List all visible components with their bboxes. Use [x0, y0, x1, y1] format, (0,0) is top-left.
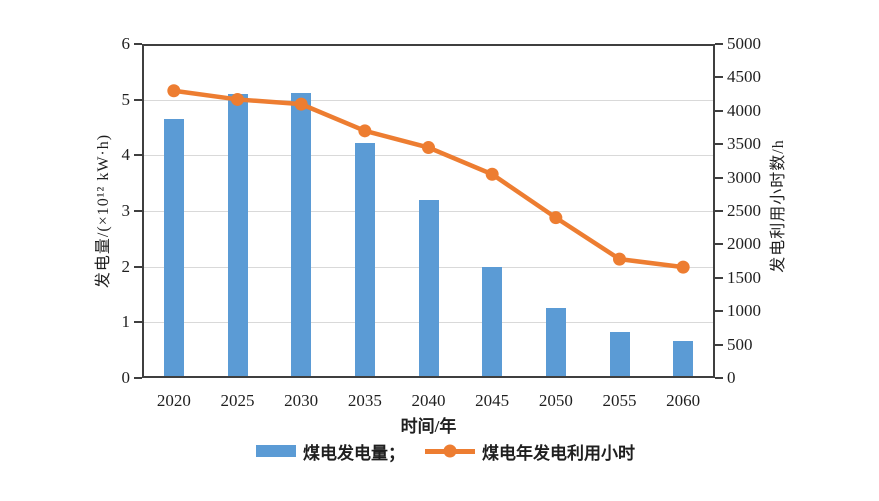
right-axis-tick — [715, 276, 723, 279]
right-axis-tick-label: 4000 — [727, 100, 761, 120]
line-marker-icon — [676, 260, 690, 274]
line-path — [173, 88, 684, 270]
line-marker-icon — [485, 167, 499, 181]
right-axis-tick-label: 3000 — [727, 167, 761, 187]
left-axis-tick — [134, 98, 142, 101]
x-axis-tick-label: 2045 — [475, 391, 510, 410]
right-axis-tick-label: 1500 — [727, 267, 761, 287]
x-axis-tick-label: 2060 — [666, 391, 701, 410]
left-axis-tick-label: 4 — [121, 145, 131, 165]
left-axis-tick-label: 0 — [121, 368, 131, 387]
x-axis-title: 时间/年 — [400, 417, 457, 436]
right-axis-tick-label: 0 — [727, 368, 736, 387]
bar — [545, 307, 566, 378]
legend-line-marker-icon — [425, 444, 475, 458]
legend-dot-icon — [443, 444, 457, 458]
left-axis-tick-label: 6 — [121, 34, 131, 53]
right-axis-tick-label: 500 — [727, 334, 753, 354]
line-marker-icon — [613, 252, 626, 266]
line-marker-icon — [549, 211, 563, 225]
plot-area — [142, 44, 715, 378]
left-axis-tick — [134, 43, 142, 45]
right-axis-tick — [715, 243, 723, 246]
legend-line-label: 煤电年发电利用小时 — [482, 443, 635, 463]
line-marker-icon — [167, 84, 181, 98]
right-axis-tick — [715, 109, 723, 112]
x-axis-tick-label: 2050 — [538, 391, 573, 410]
left-axis-tick-label: 2 — [121, 256, 131, 276]
bar — [482, 266, 503, 378]
legend-bar-swatch-icon — [256, 445, 296, 457]
x-axis-tick-label: 2040 — [411, 391, 446, 410]
right-axis-tick — [715, 210, 723, 212]
left-axis-tick-label: 3 — [121, 201, 131, 220]
x-axis-tick-label: 2055 — [602, 391, 637, 410]
right-axis-tick — [715, 310, 723, 313]
right-axis-tick — [715, 43, 723, 45]
legend-bar-label: 煤电发电量； — [303, 443, 405, 463]
right-axis-tick-label: 3500 — [727, 134, 761, 154]
left-axis-tick — [134, 321, 142, 324]
gridline — [142, 99, 715, 101]
bar — [354, 142, 375, 378]
gridline — [142, 155, 715, 157]
legend: 煤电发电量； 煤电年发电利用小时 — [256, 441, 635, 463]
bar — [418, 200, 439, 378]
right-axis-tick — [715, 143, 723, 146]
line-marker-icon — [294, 97, 308, 111]
left-axis-tick — [134, 210, 142, 212]
left-axis-tick — [134, 377, 142, 379]
line-marker-icon — [422, 141, 435, 155]
left-axis-tick — [134, 154, 142, 157]
x-axis-tick-label: 2025 — [220, 391, 255, 410]
bar — [163, 119, 184, 378]
bar — [227, 94, 248, 378]
right-axis-tick-label: 1000 — [727, 301, 761, 321]
x-axis-tick-label: 2030 — [284, 391, 319, 410]
right-axis-tick-label: 2000 — [727, 234, 761, 254]
line-marker-icon — [231, 92, 244, 106]
left-axis-tick — [134, 265, 142, 268]
right-axis-tick — [715, 76, 723, 79]
right-axis-tick — [715, 343, 723, 346]
left-axis-tick-label: 1 — [121, 312, 131, 332]
bar — [673, 341, 694, 378]
line-series — [167, 84, 690, 274]
x-axis-tick-label: 2020 — [156, 391, 191, 410]
right-axis-tick-label: 4500 — [727, 67, 761, 87]
x-axis-tick-label: 2035 — [347, 391, 382, 410]
bar — [609, 331, 630, 378]
left-axis-tick-label: 5 — [121, 89, 131, 109]
right-axis-tick — [715, 176, 723, 179]
line-marker-icon — [358, 124, 372, 138]
right-axis-tick — [715, 377, 723, 379]
right-axis-tick-label: 2500 — [727, 201, 761, 220]
bar — [291, 92, 312, 378]
right-axis-tick-label: 5000 — [727, 34, 761, 53]
